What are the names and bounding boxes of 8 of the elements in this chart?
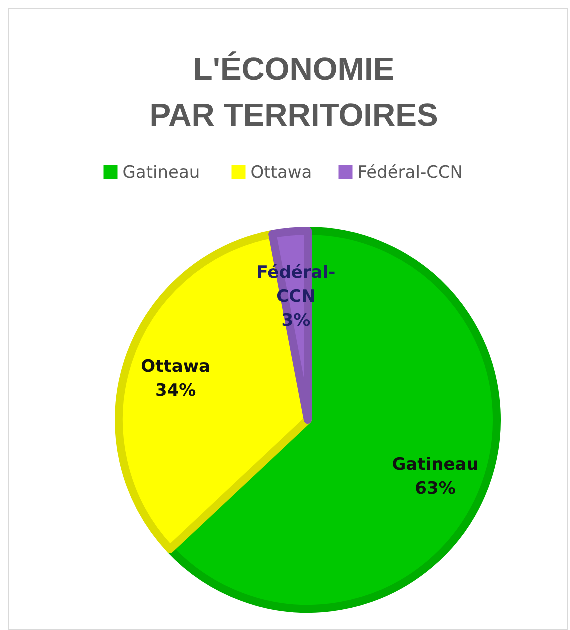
slice-label: Gatineau <box>392 455 479 476</box>
slice-label: Ottawa <box>141 357 211 378</box>
data-label: 63% <box>415 479 456 500</box>
legend-label: Fédéral-CCN <box>358 163 464 183</box>
legend-label: Ottawa <box>250 163 312 183</box>
legend-label: Gatineau <box>122 163 200 183</box>
data-label: 34% <box>155 381 196 402</box>
chart-title: L'ÉCONOMIE PAR TERRITOIRES <box>150 51 438 133</box>
